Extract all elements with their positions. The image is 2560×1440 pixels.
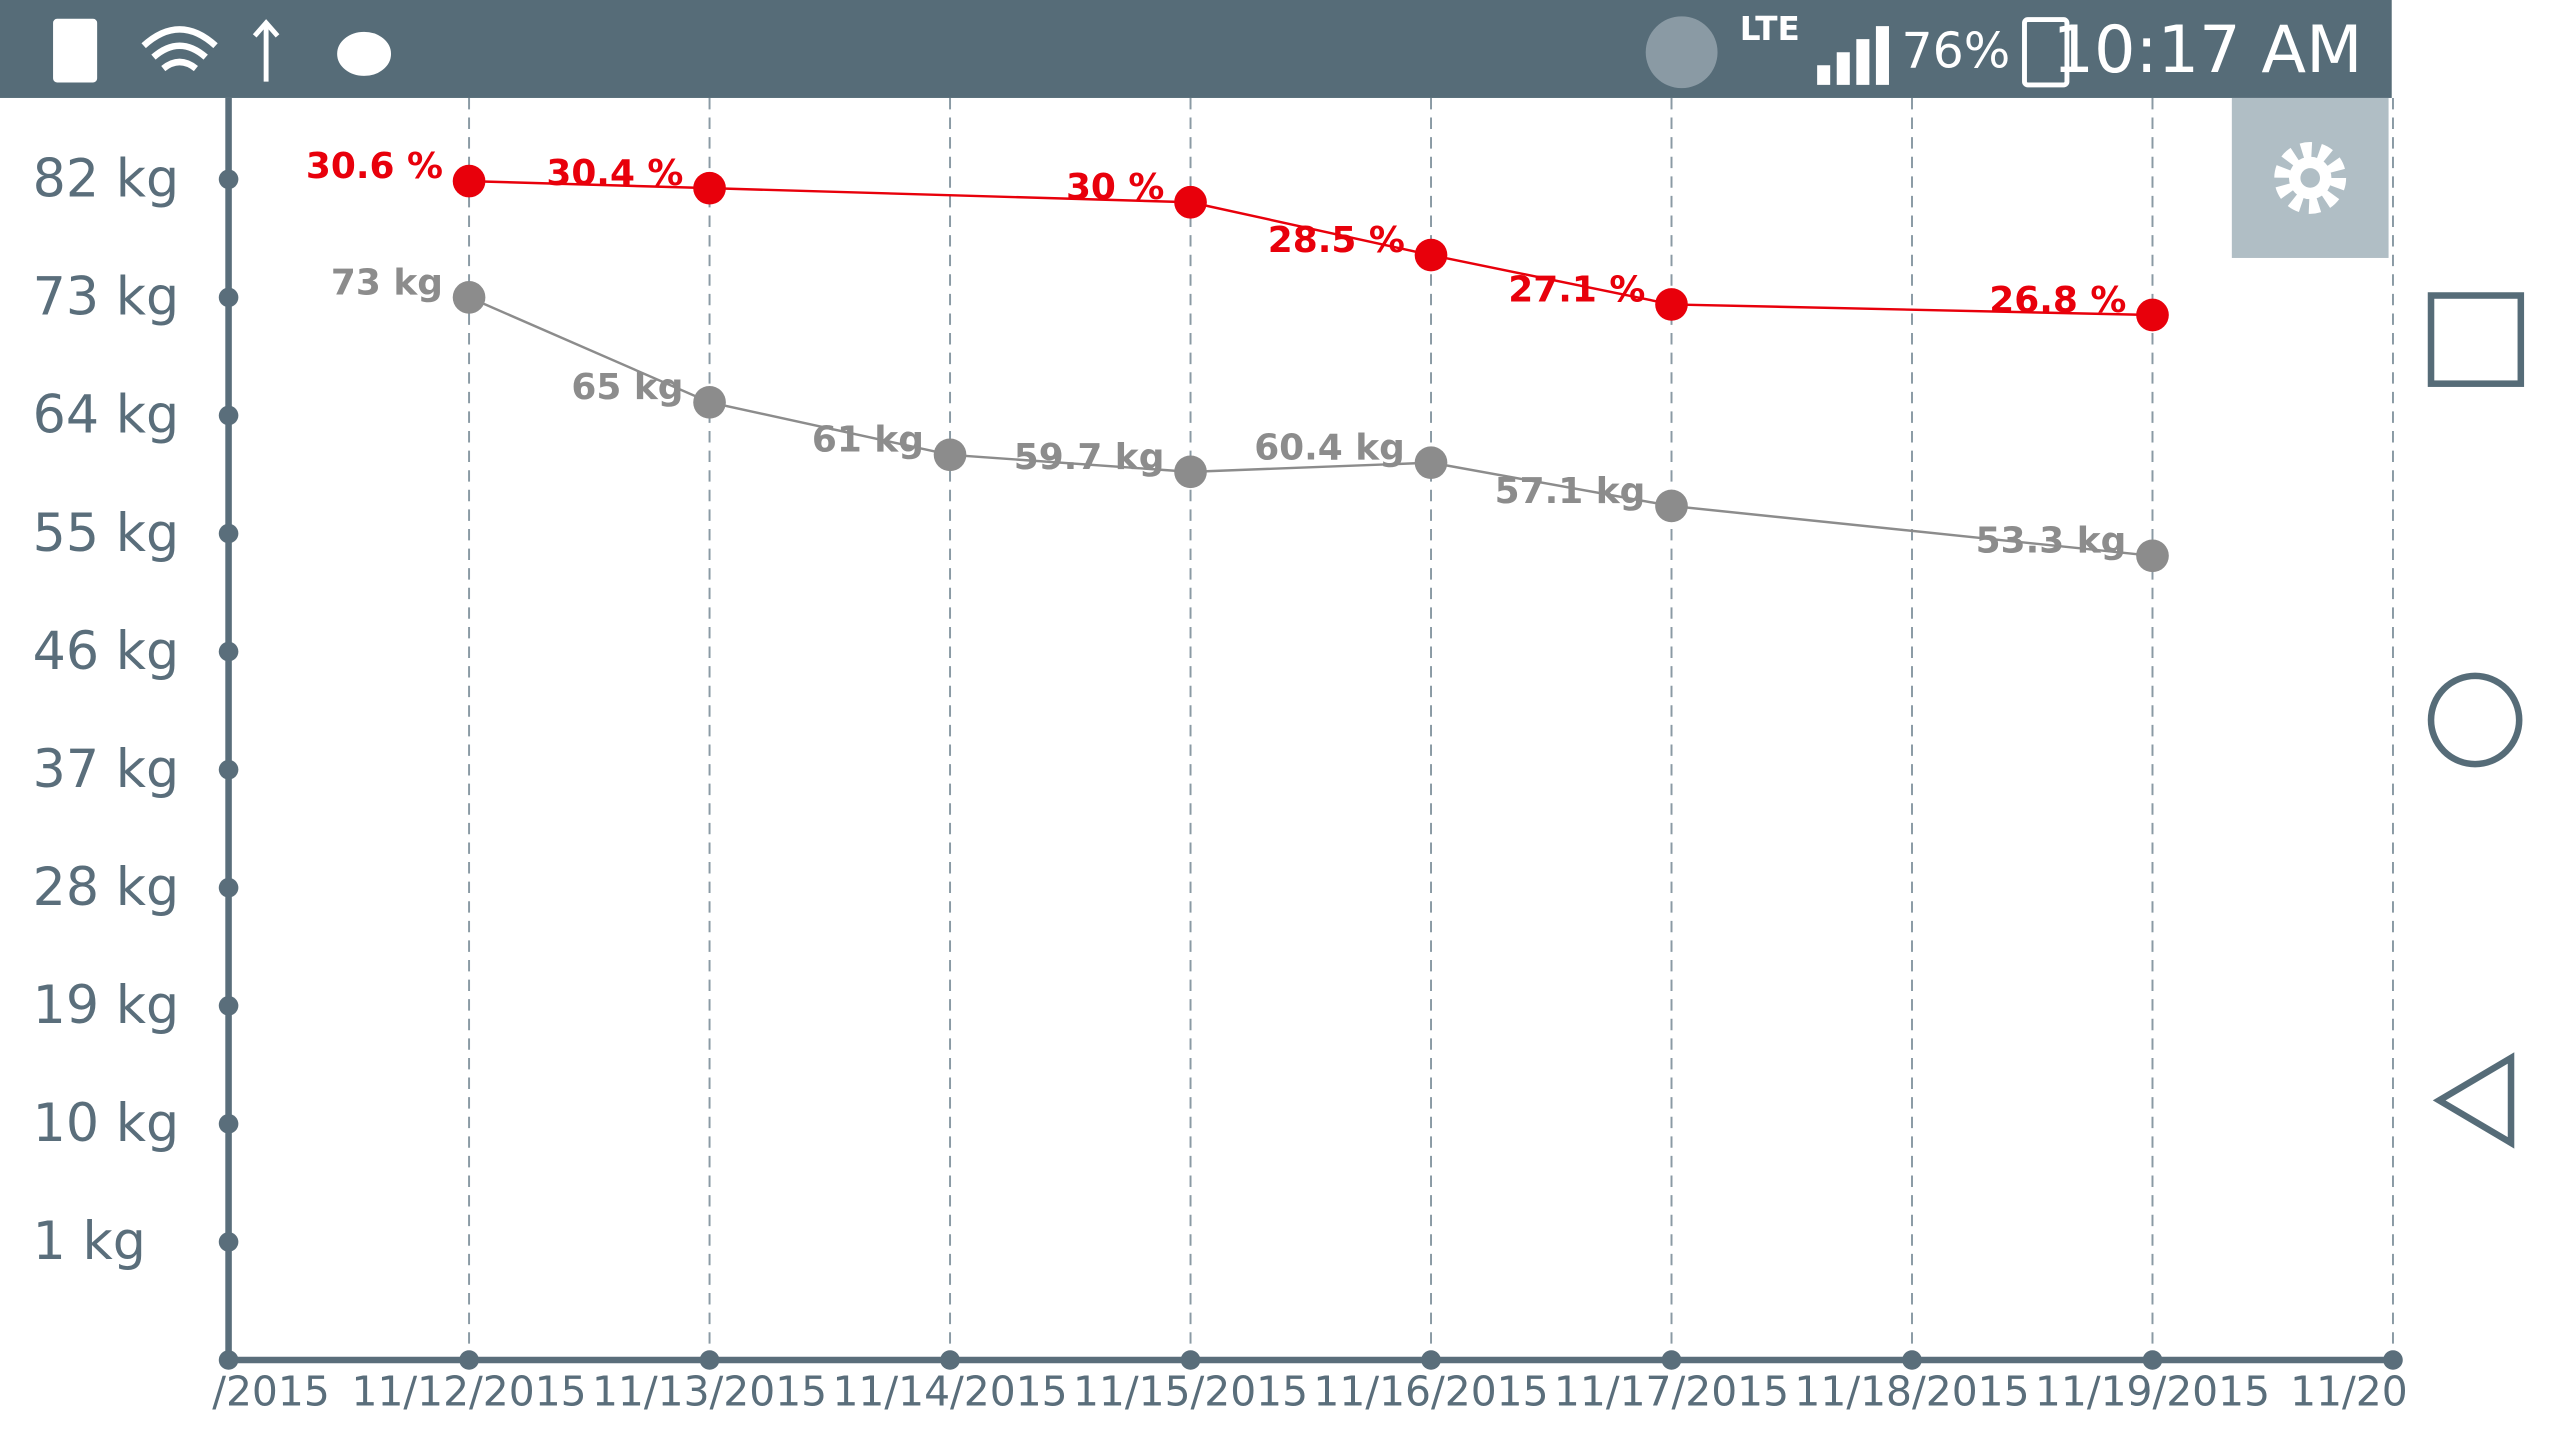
data-point [1174, 185, 1207, 219]
data-label: 57.1 kg [1495, 471, 1646, 512]
series-line [469, 179, 2153, 317]
x-tick-label: 11/16/2015 [1313, 1367, 1548, 1415]
data-point [1414, 238, 1448, 272]
data-point [1655, 489, 1688, 523]
y-tick [218, 995, 239, 1016]
data-label: 26.8 % [1989, 280, 2126, 321]
y-tick-label: 1 kg [33, 1212, 146, 1272]
x-tick-label: 11/18/2015 [1794, 1367, 2029, 1415]
x-tick-label: 11/15/2015 [1073, 1367, 1308, 1415]
y-tick-label: 46 kg [33, 622, 179, 682]
x-tick-label: 11/17/2015 [1554, 1367, 1789, 1415]
data-point [693, 171, 726, 205]
y-tick-label: 19 kg [33, 976, 179, 1036]
nav-bar [2391, 0, 2560, 1440]
data-point [1414, 446, 1448, 479]
data-label: 73 kg [331, 262, 443, 303]
data-label: 30.6 % [306, 146, 443, 187]
data-point [933, 438, 967, 472]
battery-icon [53, 18, 98, 83]
data-label: 60.4 kg [1254, 428, 1405, 469]
clock: 10:17 AM [2053, 12, 2363, 88]
wifi-icon [141, 26, 218, 72]
x-tick [2383, 1350, 2403, 1370]
x-tick-label: 11/13/2015 [592, 1367, 827, 1415]
y-tick [218, 287, 239, 308]
data-point [452, 281, 486, 314]
back-button[interactable] [2432, 1052, 2515, 1149]
y-tick [218, 1232, 239, 1252]
data-point [2136, 298, 2169, 332]
data-point [693, 385, 726, 419]
data-label: 59.7 kg [1014, 437, 1165, 478]
y-tick-label: 64 kg [33, 386, 179, 446]
y-tick-label: 82 kg [33, 150, 179, 210]
data-label: 27.1 % [1508, 269, 1645, 310]
y-tick-label: 55 kg [33, 504, 179, 564]
x-tick-label: 11/14/2015 [832, 1367, 1067, 1415]
y-tick-label: 73 kg [33, 268, 179, 328]
home-button[interactable] [2427, 672, 2523, 768]
data-label: 30.4 % [546, 153, 683, 194]
x-tick-label: 11/20 [2290, 1367, 2408, 1415]
data-label: 30 % [1066, 167, 1164, 208]
recents-button[interactable] [2427, 292, 2525, 387]
y-tick [218, 877, 239, 898]
data-label: 61 kg [812, 420, 924, 461]
y-tick [218, 523, 239, 544]
data-point [2136, 539, 2169, 573]
y-tick [218, 405, 239, 426]
y-tick [218, 759, 239, 780]
data-label: 65 kg [571, 367, 683, 408]
y-tick [218, 641, 239, 662]
bluetooth-icon [1645, 16, 1718, 89]
data-label: 28.5 % [1268, 220, 1405, 261]
y-tick-label: 10 kg [33, 1094, 179, 1154]
settings-icon [2274, 142, 2347, 214]
y-tick [218, 1114, 239, 1134]
chart: /2015 11/12/2015 11/13/2015 11/14/2015 11/15… [33, 97, 2408, 1415]
y-tick-label: 37 kg [33, 740, 179, 800]
data-point [1174, 455, 1207, 489]
data-point [1655, 288, 1688, 321]
y-tick-label: 28 kg [33, 858, 179, 918]
series-line [468, 296, 2153, 558]
debug-icon [337, 31, 392, 76]
x-tick-label: 11/12/2015 [351, 1367, 586, 1415]
x-tick-label: 11/19/2015 [2035, 1367, 2270, 1415]
status-icons [53, 16, 2070, 89]
data-label: 53.3 kg [1976, 521, 2127, 562]
network-type: LTE [1740, 10, 1800, 48]
charging-icon [2022, 17, 2070, 88]
signal-icon [1817, 26, 1889, 85]
data-point [452, 164, 486, 198]
status-bar [0, 0, 2392, 98]
y-tick [218, 169, 239, 190]
battery-level: 76% [1901, 22, 2010, 79]
x-tick-label: /2015 [212, 1367, 330, 1415]
usb-icon [252, 19, 280, 82]
